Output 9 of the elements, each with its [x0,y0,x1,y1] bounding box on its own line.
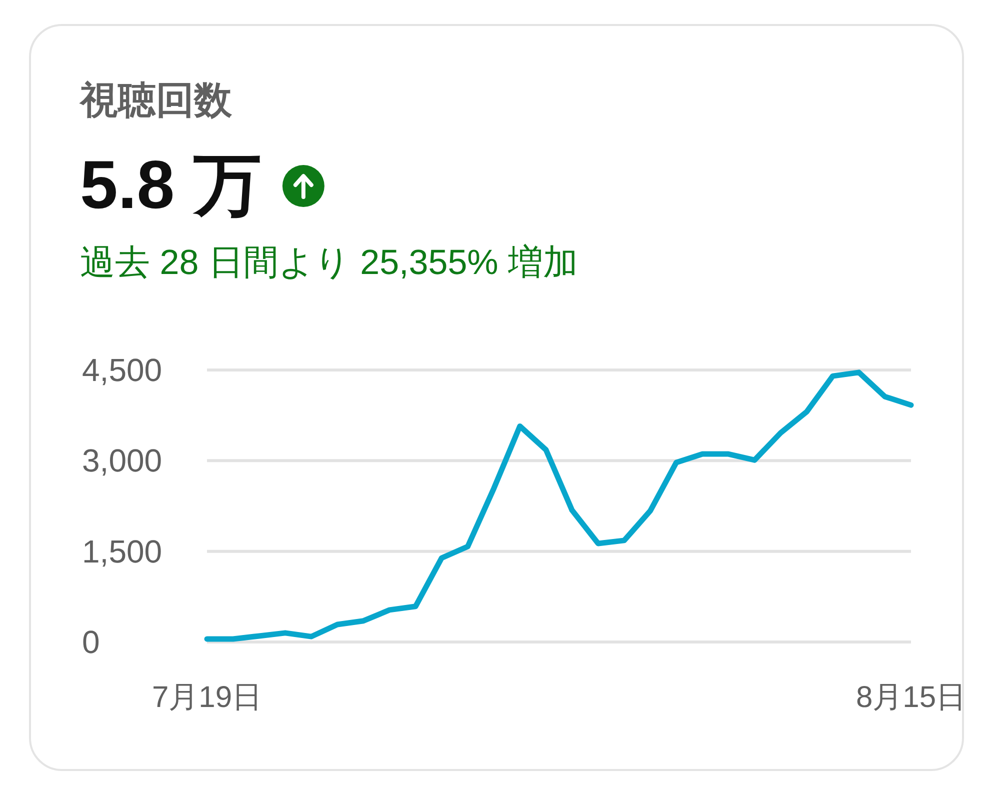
chart-title: 視聴回数 [79,80,233,122]
text: 過去 28 日間より 25,355% 増加 [80,243,578,282]
y-tick-label: 4,500 [82,352,162,388]
x-tick-label: 8月15日 [856,681,966,714]
chart-subtitle: 5.8 万 [80,147,262,223]
y-tick-label: 0 [82,624,100,660]
y-tick-label: 1,500 [82,533,162,570]
y-tick-label: 3,000 [82,442,162,479]
x-tick-label: 7月19日 [152,681,262,714]
